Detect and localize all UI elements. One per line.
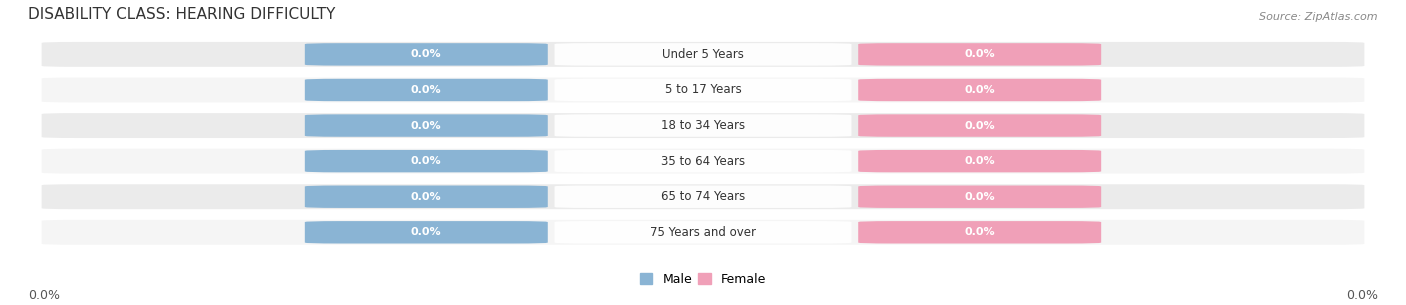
Text: 0.0%: 0.0% — [411, 120, 441, 131]
FancyBboxPatch shape — [42, 113, 1364, 138]
Text: 5 to 17 Years: 5 to 17 Years — [665, 84, 741, 96]
Text: 0.0%: 0.0% — [965, 85, 995, 95]
Text: 75 Years and over: 75 Years and over — [650, 226, 756, 239]
FancyBboxPatch shape — [305, 43, 548, 66]
Text: 0.0%: 0.0% — [411, 156, 441, 166]
FancyBboxPatch shape — [858, 114, 1101, 137]
Text: 0.0%: 0.0% — [965, 227, 995, 237]
FancyBboxPatch shape — [305, 221, 548, 243]
Text: Under 5 Years: Under 5 Years — [662, 48, 744, 61]
Text: 0.0%: 0.0% — [965, 49, 995, 59]
Text: 0.0%: 0.0% — [965, 156, 995, 166]
FancyBboxPatch shape — [305, 114, 548, 137]
FancyBboxPatch shape — [42, 220, 1364, 245]
Text: 0.0%: 0.0% — [28, 289, 60, 302]
FancyBboxPatch shape — [305, 185, 548, 208]
Text: 0.0%: 0.0% — [411, 192, 441, 202]
FancyBboxPatch shape — [554, 221, 852, 243]
FancyBboxPatch shape — [554, 114, 852, 137]
FancyBboxPatch shape — [305, 79, 548, 101]
FancyBboxPatch shape — [858, 79, 1101, 101]
FancyBboxPatch shape — [858, 150, 1101, 172]
Text: 0.0%: 0.0% — [965, 192, 995, 202]
Text: 35 to 64 Years: 35 to 64 Years — [661, 155, 745, 168]
Text: Source: ZipAtlas.com: Source: ZipAtlas.com — [1260, 12, 1378, 22]
FancyBboxPatch shape — [42, 149, 1364, 174]
Text: 65 to 74 Years: 65 to 74 Years — [661, 190, 745, 203]
Legend: Male, Female: Male, Female — [636, 268, 770, 291]
FancyBboxPatch shape — [554, 43, 852, 66]
FancyBboxPatch shape — [42, 184, 1364, 209]
FancyBboxPatch shape — [42, 42, 1364, 67]
FancyBboxPatch shape — [554, 185, 852, 208]
Text: 0.0%: 0.0% — [411, 227, 441, 237]
FancyBboxPatch shape — [305, 150, 548, 172]
FancyBboxPatch shape — [858, 221, 1101, 243]
FancyBboxPatch shape — [858, 185, 1101, 208]
FancyBboxPatch shape — [554, 150, 852, 172]
FancyBboxPatch shape — [554, 79, 852, 101]
Text: DISABILITY CLASS: HEARING DIFFICULTY: DISABILITY CLASS: HEARING DIFFICULTY — [28, 7, 336, 22]
FancyBboxPatch shape — [858, 43, 1101, 66]
Text: 0.0%: 0.0% — [1346, 289, 1378, 302]
Text: 0.0%: 0.0% — [411, 49, 441, 59]
Text: 18 to 34 Years: 18 to 34 Years — [661, 119, 745, 132]
FancyBboxPatch shape — [42, 77, 1364, 102]
Text: 0.0%: 0.0% — [965, 120, 995, 131]
Text: 0.0%: 0.0% — [411, 85, 441, 95]
